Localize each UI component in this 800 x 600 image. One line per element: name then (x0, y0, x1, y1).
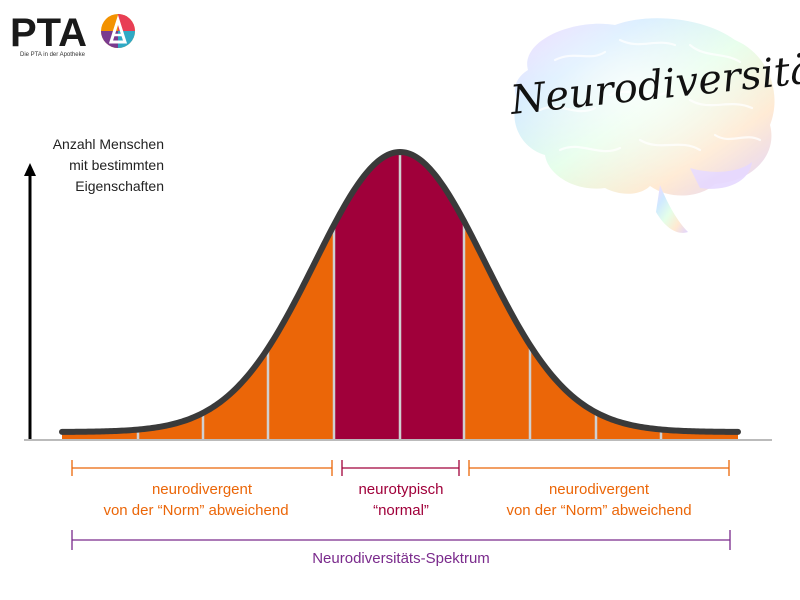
label-right-line-1: neurodivergent (549, 481, 650, 498)
curve-band-4 (268, 152, 335, 440)
bracket-left (71, 460, 333, 476)
bell-curve-outline (59, 148, 741, 435)
y-axis-label: Anzahl Menschen mit bestimmten Eigenscha… (53, 136, 164, 194)
label-left-line-1: neurodivergent (152, 481, 253, 498)
y-axis-label-line-1: Anzahl Menschen (53, 136, 164, 152)
bracket-middle (341, 460, 460, 476)
logo-text: PTA (10, 11, 87, 55)
curve-band-3 (203, 152, 269, 440)
curve-band-7 (464, 152, 531, 440)
y-axis-arrow-icon (24, 163, 36, 176)
bracket-spectrum (71, 530, 731, 550)
label-right: neurodivergent von der “Norm” abweichend (506, 481, 691, 519)
label-middle-line-2: “normal” (373, 502, 429, 519)
pta-logo: PTA Die PTA in der Apotheke (10, 11, 135, 58)
label-middle-line-1: neurotypisch (358, 481, 443, 498)
logo-emblem (101, 14, 135, 48)
label-right-line-2: von der “Norm” abweichend (506, 502, 691, 519)
logo-tagline: Die PTA in der Apotheke (20, 52, 86, 58)
y-axis-label-line-3: Eigenschaften (75, 178, 164, 194)
y-axis-label-line-2: mit bestimmten (69, 157, 164, 173)
label-middle: neurotypisch “normal” (358, 481, 443, 519)
spectrum-label: Neurodiversitäts-Spektrum (312, 550, 490, 567)
label-left-line-2: von der “Norm” abweichend (103, 502, 288, 519)
bracket-right (468, 460, 730, 476)
label-left: neurodivergent von der “Norm” abweichend (103, 481, 288, 519)
y-axis (24, 163, 36, 440)
brain-illustration (514, 18, 775, 233)
